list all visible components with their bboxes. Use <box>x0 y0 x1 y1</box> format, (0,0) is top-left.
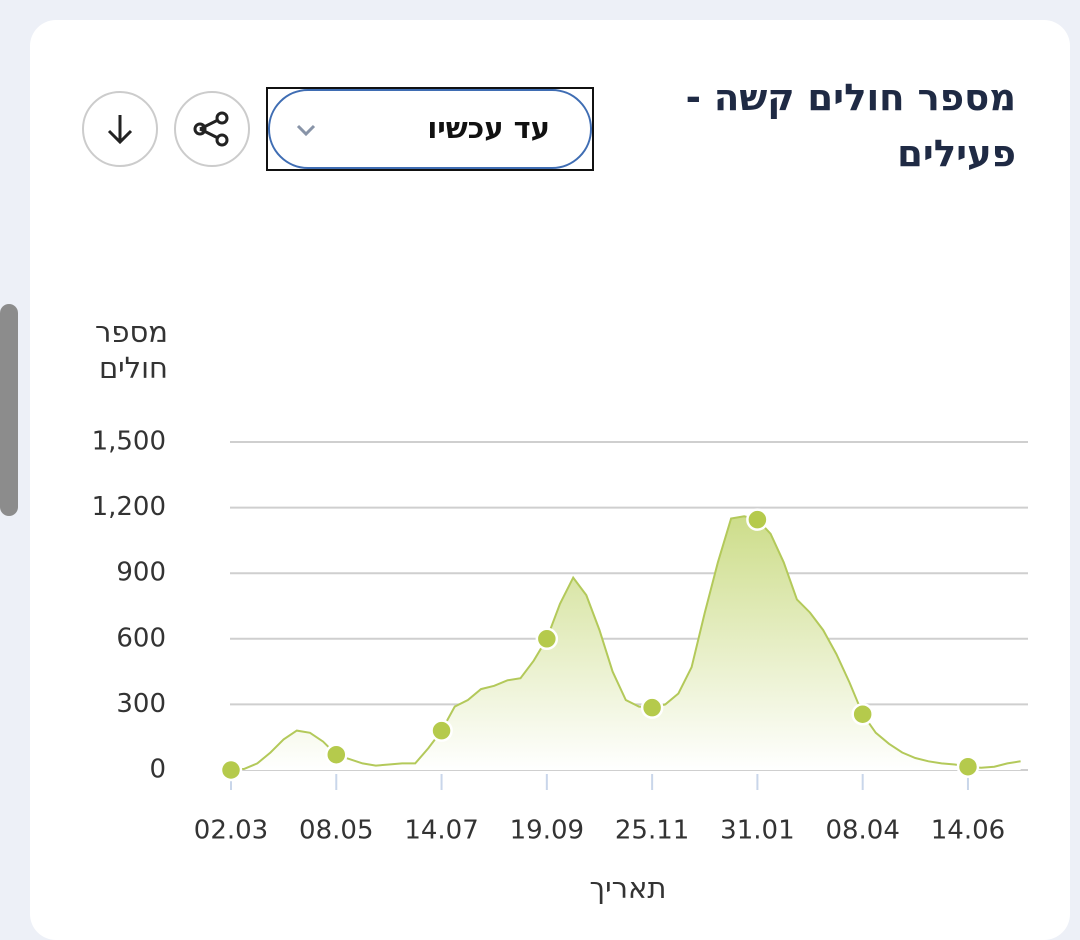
x-tick-label: 31.01 <box>720 816 794 846</box>
download-button[interactable] <box>82 91 158 167</box>
chart-title: מספר חולים קשה - פעילים <box>685 76 1016 175</box>
select-outline <box>266 87 594 171</box>
marker <box>746 508 769 531</box>
x-axis-label: תאריך <box>590 871 667 905</box>
scrollbar[interactable] <box>0 304 18 516</box>
y-tick-label: 900 <box>116 558 166 588</box>
y-tick-label: 0 <box>149 755 166 785</box>
marker <box>851 702 874 726</box>
marker <box>640 696 664 719</box>
x-tick-label: 08.05 <box>299 816 373 846</box>
marker <box>219 758 243 782</box>
marker <box>430 719 453 742</box>
share-icon-dot <box>215 111 229 125</box>
line <box>230 515 1021 771</box>
x-tick-label: 14.07 <box>404 816 478 846</box>
x-tick-label: 19.09 <box>510 816 584 846</box>
marker <box>535 627 559 651</box>
button-circle <box>174 91 250 167</box>
marker <box>325 743 348 766</box>
range-select[interactable]: עד עכשיו <box>266 87 594 171</box>
y-tick-label: 1,500 <box>92 427 166 457</box>
area <box>231 516 1021 770</box>
chevron <box>296 124 316 137</box>
x-tick-label: 08.04 <box>825 816 899 846</box>
select-box <box>268 89 592 169</box>
share-icon-dot <box>215 133 229 147</box>
y-axis-label: מספר חולים <box>95 315 168 385</box>
x-tick-label: 14.06 <box>931 816 1005 846</box>
select-label: עד עכשיו <box>427 111 550 145</box>
marker <box>956 755 980 778</box>
y-tick-label: 300 <box>116 689 166 719</box>
y-tick-label: 1,200 <box>92 492 166 522</box>
download-icon <box>107 115 133 145</box>
y-tick-label: 600 <box>116 623 166 653</box>
x-tick-label: 02.03 <box>194 816 268 846</box>
x-tick-label: 25.11 <box>615 816 689 846</box>
card <box>30 20 1070 940</box>
share-icon-dot <box>193 122 207 136</box>
share-button[interactable] <box>174 91 250 167</box>
